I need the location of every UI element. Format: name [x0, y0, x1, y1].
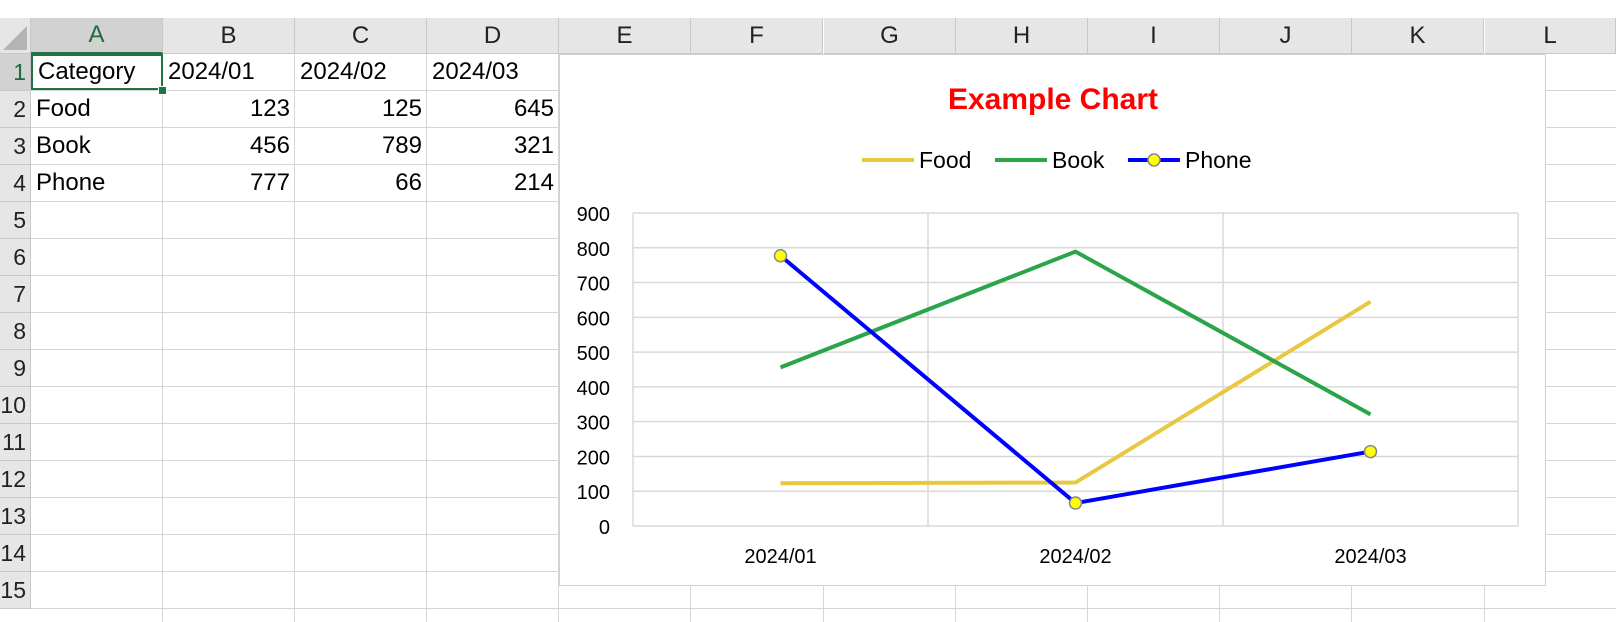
y-tick-label: 500 — [577, 343, 610, 365]
legend-label-book: Book — [1052, 147, 1105, 173]
y-tick-label: 100 — [577, 482, 610, 504]
column-header-b[interactable]: B — [163, 18, 295, 54]
y-tick-label: 400 — [577, 378, 610, 400]
x-tick-label: 2024/02 — [1039, 546, 1111, 568]
chart-title: Example Chart — [948, 83, 1158, 116]
column-header-a[interactable]: A — [31, 18, 163, 54]
y-tick-label: 600 — [577, 308, 610, 330]
row-header-7[interactable]: 7 — [0, 276, 31, 313]
row-header-13[interactable]: 13 — [0, 498, 31, 535]
cell-c1[interactable]: 2024/02 — [300, 58, 387, 85]
select-all-corner[interactable] — [0, 18, 31, 54]
y-tick-label: 800 — [577, 239, 610, 261]
cell-c2[interactable]: 125 — [381, 95, 422, 122]
column-gridline — [558, 54, 559, 622]
cell-d2[interactable]: 645 — [513, 95, 554, 122]
cell-d4[interactable]: 214 — [513, 169, 554, 196]
row-header-5[interactable]: 5 — [0, 202, 31, 239]
cell-b3[interactable]: 456 — [249, 132, 290, 159]
cell-a4[interactable]: Phone — [36, 169, 106, 196]
chart-object[interactable]: Example Chart Food Book Phone 0 100 200 300 400 5… — [559, 54, 1546, 586]
row-header-11[interactable]: 11 — [0, 424, 31, 461]
column-header-f[interactable]: F — [691, 18, 823, 54]
row-gridline — [31, 608, 1616, 609]
cell-b1[interactable]: 2024/01 — [168, 58, 255, 85]
cell-d1[interactable]: 2024/03 — [432, 58, 519, 85]
column-header-j[interactable]: J — [1220, 18, 1352, 54]
data-point-phone — [1363, 444, 1378, 459]
cell-a3[interactable]: Book — [36, 132, 91, 159]
cell-b4[interactable]: 777 — [249, 169, 290, 196]
row-header-9[interactable]: 9 — [0, 350, 31, 387]
column-gridline — [294, 54, 295, 622]
y-tick-label: 200 — [577, 447, 610, 469]
line-chart: Example Chart Food Book Phone 0 100 200 300 400 5… — [577, 83, 1519, 568]
y-tick-label: 700 — [577, 274, 610, 296]
y-tick-label: 900 — [577, 204, 610, 226]
column-header-c[interactable]: C — [295, 18, 427, 54]
column-gridline — [426, 54, 427, 622]
series-line-book — [779, 249, 1372, 417]
cell-b2[interactable]: 123 — [249, 95, 290, 122]
legend-marker-icon — [1147, 153, 1161, 167]
column-header-h[interactable]: H — [956, 18, 1088, 54]
x-tick-label: 2024/03 — [1334, 546, 1406, 568]
cell-c3[interactable]: 789 — [381, 132, 422, 159]
row-header-12[interactable]: 12 — [0, 461, 31, 498]
column-header-e[interactable]: E — [559, 18, 691, 54]
y-tick-label: 0 — [599, 517, 610, 539]
cell-c4[interactable]: 66 — [395, 169, 422, 196]
row-header-4[interactable]: 4 — [0, 165, 31, 202]
y-tick-label: 300 — [577, 413, 610, 435]
column-header-k[interactable]: K — [1352, 18, 1484, 54]
row-header-15[interactable]: 15 — [0, 572, 31, 609]
row-header-10[interactable]: 10 — [0, 387, 31, 424]
row-header-6[interactable]: 6 — [0, 239, 31, 276]
row-header-8[interactable]: 8 — [0, 313, 31, 350]
row-header-3[interactable]: 3 — [0, 128, 31, 165]
row-header-2[interactable]: 2 — [0, 91, 31, 128]
column-header-i[interactable]: I — [1088, 18, 1220, 54]
cell-a1[interactable]: Category — [31, 54, 163, 90]
legend-label-phone: Phone — [1185, 147, 1252, 173]
series-line-phone — [779, 254, 1371, 506]
data-point-phone — [773, 249, 788, 263]
x-tick-label: 2024/01 — [744, 546, 816, 568]
row-header-1[interactable]: 1 — [0, 54, 31, 91]
select-all-triangle-icon — [3, 26, 27, 50]
column-gridline — [162, 54, 163, 622]
cell-d3[interactable]: 321 — [513, 132, 554, 159]
column-header-d[interactable]: D — [427, 18, 559, 54]
fill-handle[interactable] — [158, 86, 167, 95]
legend-label-food: Food — [919, 147, 971, 173]
column-header-g[interactable]: G — [824, 18, 956, 54]
cell-a2[interactable]: Food — [36, 95, 91, 122]
row-header-14[interactable]: 14 — [0, 535, 31, 572]
column-header-l[interactable]: L — [1485, 18, 1616, 54]
data-point-phone — [1068, 496, 1083, 510]
